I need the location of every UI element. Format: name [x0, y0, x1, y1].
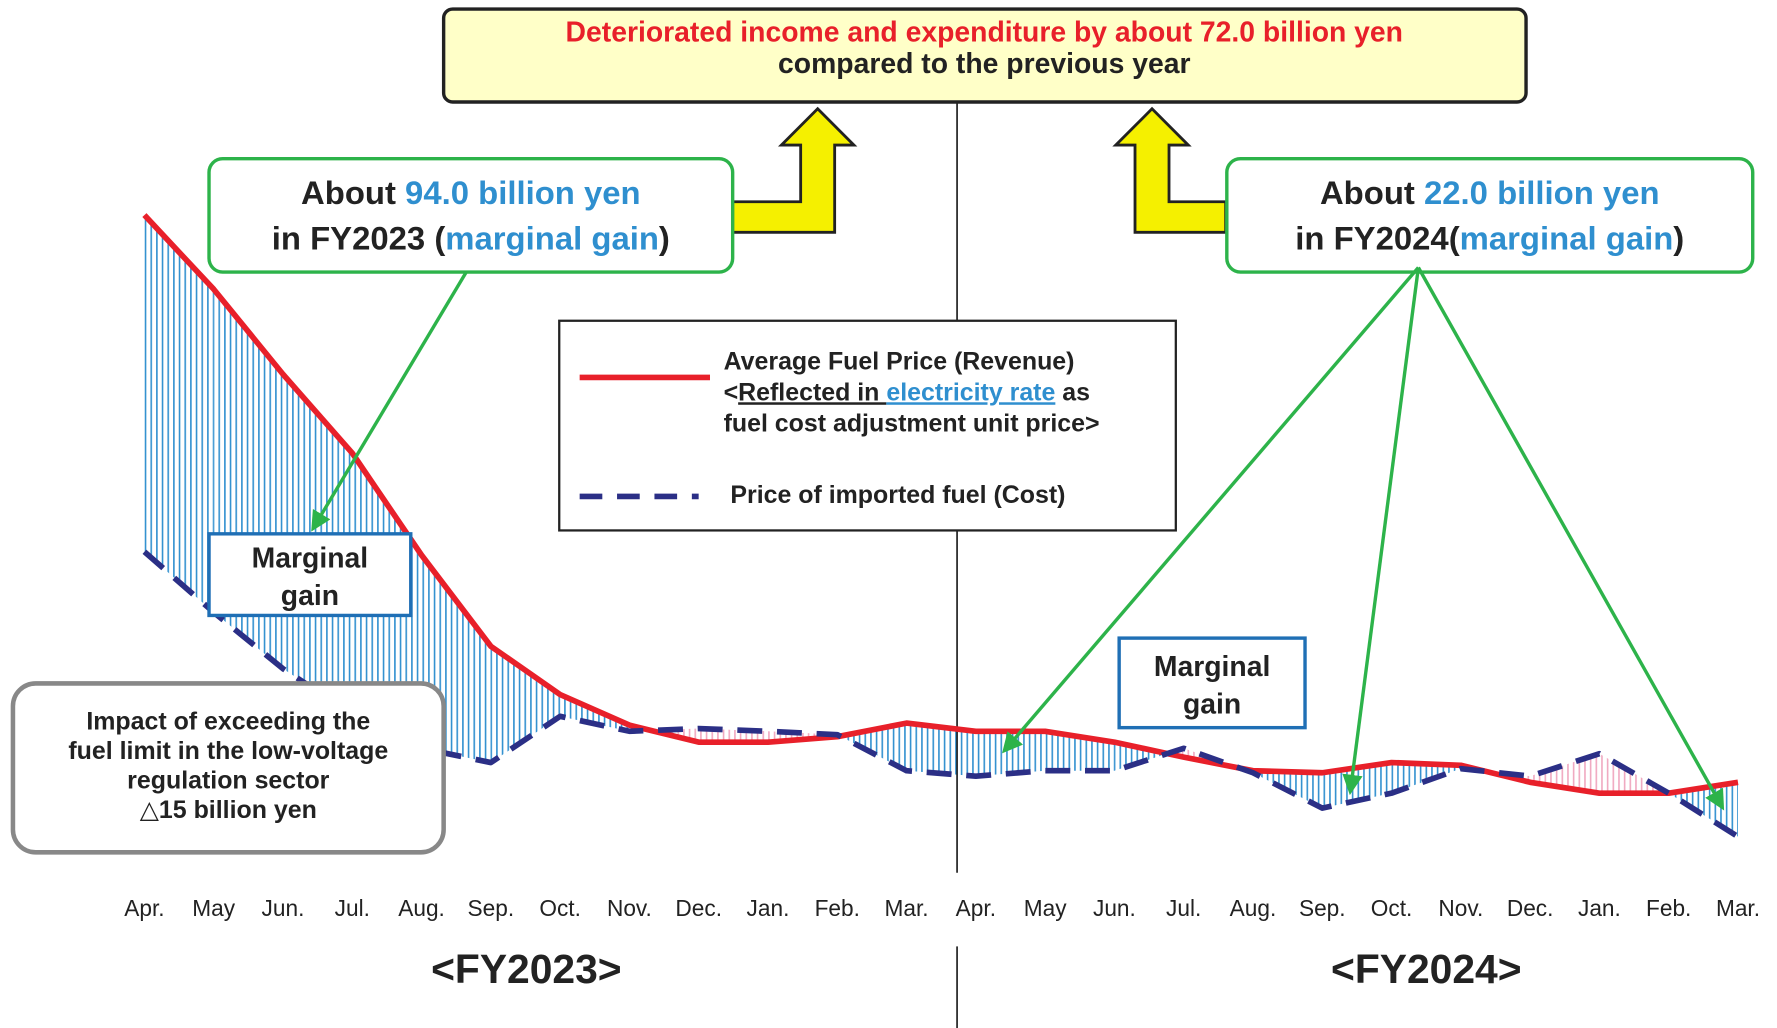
label-part: ): [1673, 219, 1684, 256]
label: fuel cost adjustment unit price>: [724, 410, 1100, 438]
label: About 94.0 billion yen: [301, 174, 641, 211]
label-part: <: [724, 378, 739, 406]
header-box: [441, 7, 1528, 104]
gain-area: [1391, 762, 1461, 794]
label-part: About: [1320, 174, 1424, 211]
label: gain: [281, 580, 339, 612]
label: About 22.0 billion yen: [1320, 174, 1660, 211]
label-part: marginal gain: [1460, 219, 1674, 256]
label: regulation sector: [127, 767, 329, 795]
x-tick-label: Jul.: [335, 895, 370, 921]
label: in FY2023 (marginal gain): [272, 219, 670, 256]
x-tick-label: Oct.: [1371, 895, 1413, 921]
pointer-arrows: [311, 266, 1725, 811]
gain-box: [1117, 636, 1307, 730]
label: in FY2024(marginal gain): [1295, 219, 1684, 256]
label-part: 22.0 billion yen: [1424, 174, 1660, 211]
gain-area: [144, 215, 214, 613]
x-tick-label: Dec.: [675, 895, 722, 921]
label-part: in FY2023 (: [272, 219, 446, 256]
label-part: marginal gain: [445, 219, 659, 256]
label: <FY2024>: [1331, 946, 1522, 992]
x-tick-label: Apr.: [124, 895, 164, 921]
up-arrow: [1112, 106, 1228, 234]
label-part: ): [659, 219, 670, 256]
x-tick-label: Feb.: [1646, 895, 1691, 921]
x-tick-label: Dec.: [1507, 895, 1554, 921]
label: <Reflected in electricity rate as: [724, 378, 1090, 406]
label: Marginal: [1154, 651, 1270, 683]
x-tick-label: Feb.: [815, 895, 860, 921]
label-part: 94.0 billion yen: [405, 174, 641, 211]
label: Price of imported fuel (Cost): [730, 481, 1065, 509]
gain-box: [207, 532, 413, 618]
x-tick-label: Jul.: [1166, 895, 1201, 921]
label: Average Fuel Price (Revenue): [724, 347, 1075, 375]
x-tick-label: Mar.: [885, 895, 929, 921]
label: fuel limit in the low-voltage: [68, 737, 388, 765]
pointer-arrow: [311, 271, 468, 532]
x-tick-label: Sep.: [1299, 895, 1346, 921]
pointer-arrow: [1416, 266, 1725, 811]
x-tick-label: May: [1024, 895, 1067, 921]
callout-box: [207, 156, 735, 274]
x-tick-label: Jun.: [262, 895, 305, 921]
x-tick-label: Jun.: [1093, 895, 1136, 921]
gain-area: [490, 646, 561, 763]
x-tick-label: May: [192, 895, 235, 921]
x-tick-label: Jan.: [747, 895, 790, 921]
label: gain: [1183, 689, 1241, 721]
label-part: Reflected in: [738, 378, 886, 406]
x-tick-label: Sep.: [468, 895, 515, 921]
gain-area: [906, 723, 976, 777]
label-part: in FY2024(: [1295, 219, 1459, 256]
gain-area: [975, 731, 1046, 777]
label: Marginal: [252, 542, 368, 574]
x-tick-label: Aug.: [398, 895, 445, 921]
label-part: as: [1055, 378, 1090, 406]
label: Impact of exceeding the: [86, 708, 370, 736]
x-tick-label: Nov.: [607, 895, 652, 921]
impact-box: [10, 681, 446, 855]
callout-box: [1225, 156, 1755, 274]
label-part: About: [301, 174, 405, 211]
up-arrow: [731, 106, 858, 234]
label: △15 billion yen: [140, 796, 317, 824]
label: Deteriorated income and expenditure by a…: [566, 16, 1403, 48]
x-tick-label: Aug.: [1230, 895, 1277, 921]
x-tick-label: Oct.: [539, 895, 581, 921]
pointer-arrow: [1342, 267, 1421, 796]
x-tick-label: Nov.: [1438, 895, 1483, 921]
x-tick-label: Mar.: [1716, 895, 1760, 921]
label: <FY2023>: [431, 946, 622, 992]
label: compared to the previous year: [778, 48, 1190, 80]
x-tick-label: Jan.: [1578, 895, 1621, 921]
x-tick-label: Apr.: [956, 895, 996, 921]
label-part: electricity rate: [886, 378, 1055, 406]
pointer-arrow: [1002, 266, 1420, 754]
